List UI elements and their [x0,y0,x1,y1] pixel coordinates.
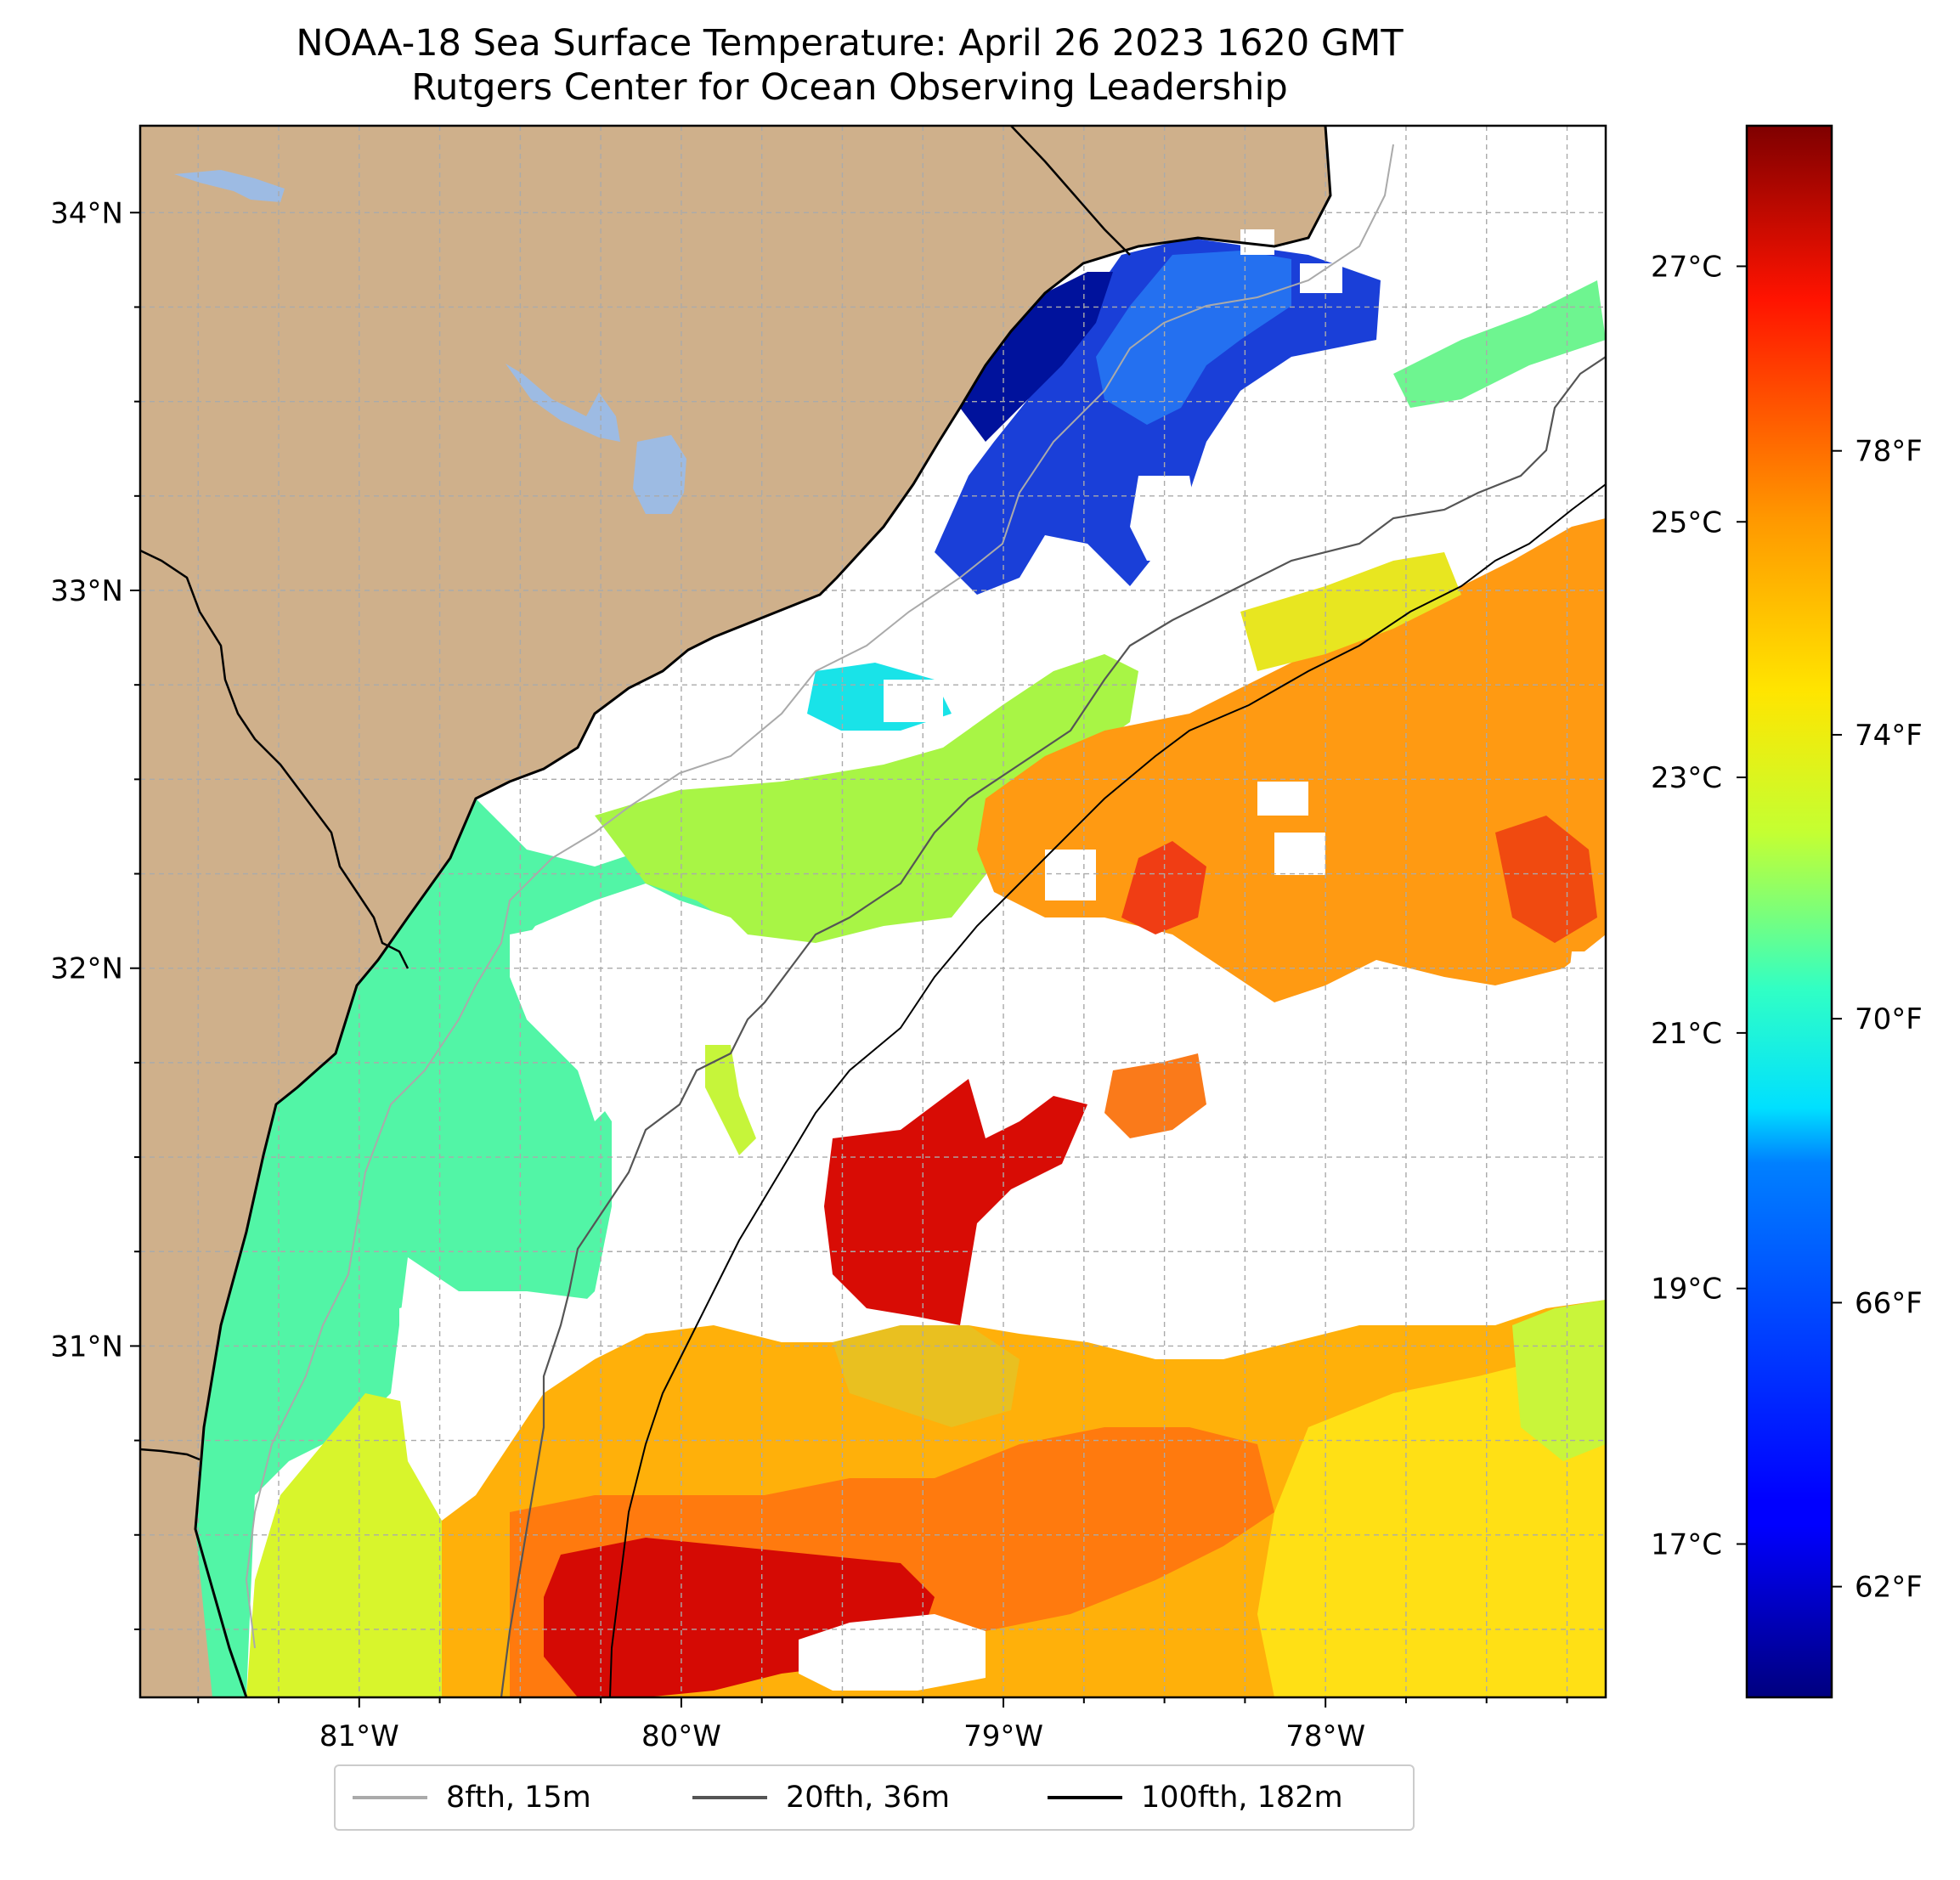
state-border-nc-sc [1010,126,1131,256]
sst-yellow-north-edge [1240,552,1461,671]
sst-green-far-ne [1393,280,1606,408]
fahrenheit-tick-label: 78°F [1855,435,1923,469]
cloud-shelf-north [510,900,765,1121]
cloud-north-hole-2 [1300,263,1342,293]
cloud-north-hole-3 [1240,229,1274,255]
sst-hot-center [824,1079,1087,1325]
cloud-small-2 [1257,782,1308,816]
legend-swatch-100fth [1048,1796,1122,1799]
colorbar-gradient [1747,126,1832,1697]
cloud-east-south [1546,951,1606,1300]
fahrenheit-tick-label: 74°F [1855,719,1923,753]
lake-marion [174,170,285,202]
sst-nearshore-green [195,790,918,1697]
lat-tick-label: 32°N [50,952,123,986]
cloud-small-1 [884,680,943,722]
legend-item-8fth: 8fth, 15m [353,1766,591,1829]
cloud-southwest [399,1291,595,1521]
cloud-small-4 [1045,850,1096,900]
latitude-axis: 31°N 32°N 33°N 34°N [50,196,140,1630]
land-mass [140,126,1330,1697]
lon-tick-label: 81°W [319,1719,399,1753]
celsius-tick-label: 25°C [1651,505,1722,539]
cloud-mask [399,229,1606,1691]
celsius-tick-label: 21°C [1651,1017,1722,1051]
colorbar-frame [1745,124,1833,1699]
sst-cold-nearshore [960,272,1113,442]
state-border-ga-fl [140,1448,201,1461]
graticule [140,126,1606,1697]
longitude-axis: 81°W 80°W 79°W 78°W [197,1697,1568,1753]
legend-label-100fth: 100fth, 182m [1141,1781,1343,1815]
lon-tick-label: 78°W [1285,1719,1365,1753]
isobath-legend: 8fth, 15m 20fth, 36m 100fth, 182m [334,1764,1415,1831]
sst-mixed-mid-south [833,1325,1020,1427]
lon-tick-label: 80°W [641,1719,721,1753]
map-area [140,126,1606,1697]
lat-tick-label: 33°N [50,574,123,608]
sst-green-east-edge [1512,1300,1606,1461]
celsius-tick-label: 19°C [1651,1273,1722,1307]
sst-warm-band-red-east [1495,816,1597,943]
legend-item-20fth: 20fth, 36m [692,1766,950,1829]
legend-label-20fth: 20fth, 36m [786,1781,951,1815]
sst-southern-yellow-east [1257,1351,1606,1697]
sst-midshelf-band [595,654,1138,943]
isobath-20fth [500,356,1606,1697]
colorbar-celsius-axis: 17°C 19°C 21°C 23°C 25°C 27°C [1651,250,1747,1562]
sst-cold-inner [1096,251,1291,425]
title-line-1: NOAA-18 Sea Surface Temperature: April 2… [296,22,1404,65]
sst-small-yellow-west [705,1045,756,1155]
lat-tick-label: 34°N [50,196,123,230]
isobath-100fth [609,483,1606,1697]
isobath-8fth [245,144,1394,1649]
legend-label-8fth: 8fth, 15m [446,1781,591,1815]
celsius-tick-label: 23°C [1651,761,1722,795]
legend-item-100fth: 100fth, 182m [1048,1766,1343,1829]
fahrenheit-tick-label: 62°F [1855,1571,1923,1605]
lake-moultrie-south [633,435,686,514]
fahrenheit-tick-label: 66°F [1855,1286,1923,1320]
lon-tick-label: 79°W [963,1719,1043,1753]
colorbar-fahrenheit-axis: 62°F 66°F 70°F 74°F 78°F [1832,435,1923,1605]
lake-moultrie-north [506,364,620,442]
cloud-small-3 [1274,833,1325,875]
coastline [194,126,1332,1697]
map-frame [138,124,1607,1699]
fahrenheit-tick-label: 70°F [1855,1002,1923,1036]
celsius-tick-label: 27°C [1651,250,1722,284]
sst-warm-patch-east [1104,1053,1206,1138]
legend-swatch-8fth [353,1796,427,1799]
legend-swatch-20fth [692,1796,767,1799]
state-border-sc-ga [140,549,410,969]
title-line-2: Rutgers Center for Ocean Observing Leade… [411,66,1288,109]
cloud-south-hole [799,1614,986,1691]
celsius-tick-label: 17°C [1651,1528,1722,1562]
lat-tick-label: 31°N [50,1330,123,1363]
